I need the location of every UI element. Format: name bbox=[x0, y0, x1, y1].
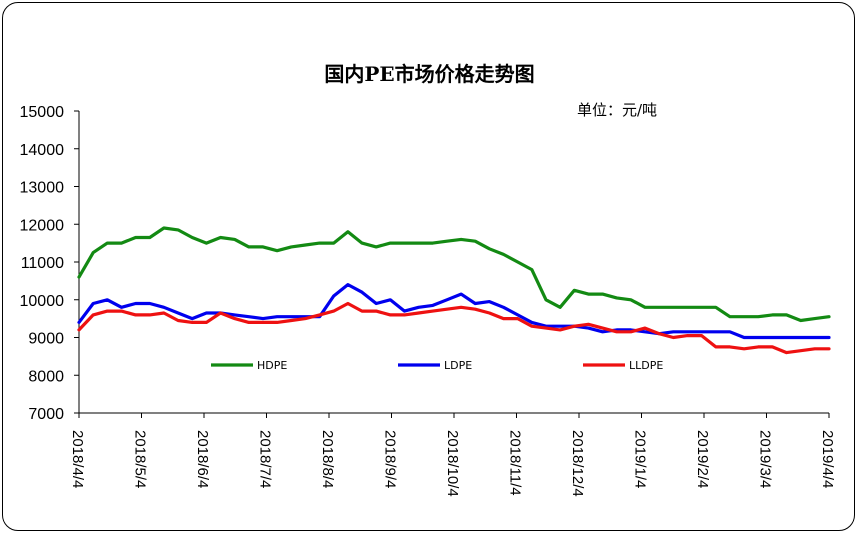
x-tick-label: 2018/5/4 bbox=[132, 430, 149, 488]
legend-label-hdpe: HDPE bbox=[257, 359, 287, 372]
y-tick-label: 12000 bbox=[20, 217, 65, 234]
chart-title: 国内PE市场价格走势图 bbox=[324, 62, 535, 86]
y-tick-label: 11000 bbox=[21, 255, 64, 272]
x-tick-label: 2019/3/4 bbox=[757, 430, 774, 488]
unit-label: 单位：元/吨 bbox=[577, 101, 658, 119]
x-tick-label: 2018/9/4 bbox=[382, 430, 399, 488]
y-tick-label: 14000 bbox=[20, 142, 65, 159]
legend-label-lldpe: LLDPE bbox=[629, 359, 663, 372]
x-tick-label: 2018/7/4 bbox=[257, 430, 274, 488]
x-tick-label: 2018/6/4 bbox=[194, 430, 211, 488]
legend-label-ldpe: LDPE bbox=[444, 359, 472, 372]
series-line-ldpe bbox=[77, 283, 831, 340]
y-tick-label: 8000 bbox=[28, 368, 64, 385]
x-tick-label: 2018/11/4 bbox=[507, 430, 524, 496]
x-tick-label: 2019/1/4 bbox=[632, 430, 649, 488]
x-tick-label: 2019/2/4 bbox=[694, 430, 711, 488]
x-tick-label: 2018/8/4 bbox=[319, 430, 336, 488]
series-line-hdpe bbox=[77, 226, 831, 323]
y-tick-label: 15000 bbox=[20, 104, 65, 121]
x-tick-label: 2018/10/4 bbox=[444, 430, 461, 497]
y-tick-label: 13000 bbox=[20, 180, 65, 197]
y-tick-label: 10000 bbox=[20, 293, 65, 310]
x-tick-label: 2019/4/4 bbox=[819, 430, 836, 488]
series-line-lldpe bbox=[77, 301, 831, 355]
y-tick-label: 9000 bbox=[28, 331, 64, 348]
y-tick-label: 7000 bbox=[28, 406, 64, 423]
x-tick-label: 2018/12/4 bbox=[569, 430, 586, 497]
x-tick-label: 2018/4/4 bbox=[69, 430, 86, 488]
